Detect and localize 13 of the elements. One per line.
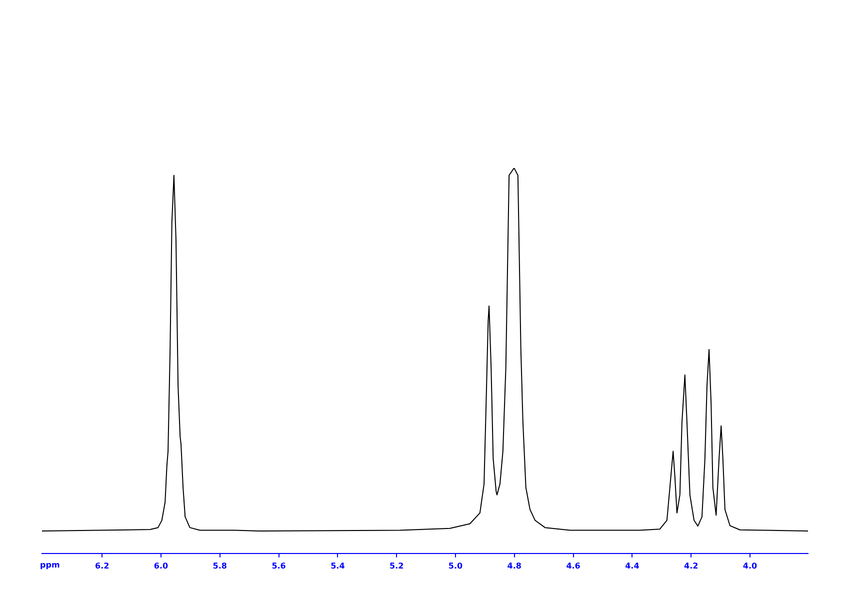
x-tick-label: 5.0 (448, 561, 463, 570)
x-axis-title: ppm (40, 560, 60, 570)
x-tick-label: 6.2 (94, 561, 110, 570)
x-tick-label: 5.2 (389, 561, 404, 570)
x-tick-label: 4.0 (742, 561, 758, 570)
x-tick-label: 4.2 (684, 561, 698, 570)
x-tick-label: 5.4 (330, 561, 346, 570)
x-tick-label: 4.4 (625, 561, 640, 570)
x-tick-label: 5.6 (272, 561, 286, 570)
x-tick-label: 4.8 (507, 561, 522, 570)
x-tick-label: 6.0 (154, 561, 168, 570)
x-tick-label: 5.8 (212, 561, 228, 570)
x-tick-label: 4.6 (566, 561, 581, 570)
